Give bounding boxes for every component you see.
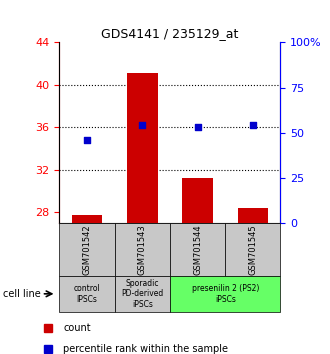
Text: percentile rank within the sample: percentile rank within the sample <box>63 344 228 354</box>
Text: presenilin 2 (PS2)
iPSCs: presenilin 2 (PS2) iPSCs <box>191 284 259 303</box>
Bar <box>170 223 225 276</box>
Text: GSM701543: GSM701543 <box>138 224 147 275</box>
Bar <box>238 208 268 223</box>
Text: control
IPSCs: control IPSCs <box>74 284 100 303</box>
Text: count: count <box>63 323 91 333</box>
Text: GSM701542: GSM701542 <box>82 224 91 275</box>
Bar <box>59 223 115 276</box>
Bar <box>115 223 170 276</box>
Bar <box>59 276 115 312</box>
Text: GSM701545: GSM701545 <box>248 224 257 275</box>
Text: cell line: cell line <box>3 289 41 299</box>
Point <box>140 122 145 128</box>
Text: Sporadic
PD-derived
iPSCs: Sporadic PD-derived iPSCs <box>121 279 163 309</box>
Bar <box>225 223 280 276</box>
Text: GSM701544: GSM701544 <box>193 224 202 275</box>
Bar <box>72 215 102 223</box>
Point <box>195 124 200 130</box>
Bar <box>182 178 213 223</box>
Title: GDS4141 / 235129_at: GDS4141 / 235129_at <box>101 27 239 40</box>
Bar <box>170 276 280 312</box>
Bar <box>115 276 170 312</box>
Bar <box>127 73 157 223</box>
Point <box>250 122 255 128</box>
Point <box>84 137 90 143</box>
